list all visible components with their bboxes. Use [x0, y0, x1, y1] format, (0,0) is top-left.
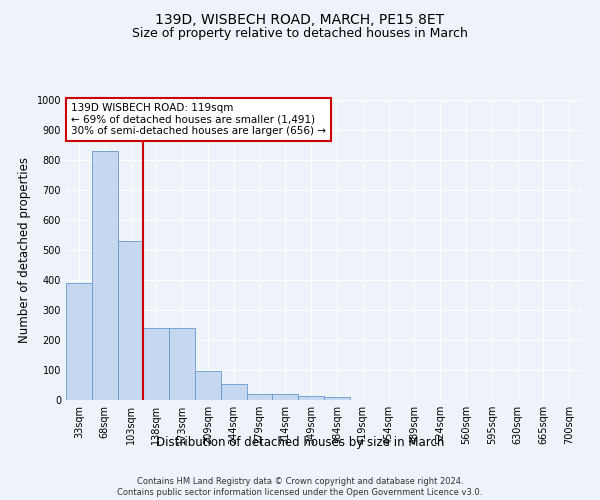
Text: 139D, WISBECH ROAD, MARCH, PE15 8ET: 139D, WISBECH ROAD, MARCH, PE15 8ET — [155, 12, 445, 26]
Bar — [92, 151, 118, 400]
Y-axis label: Number of detached properties: Number of detached properties — [18, 157, 31, 343]
Bar — [272, 394, 298, 400]
Text: Contains HM Land Registry data © Crown copyright and database right 2024.: Contains HM Land Registry data © Crown c… — [137, 476, 463, 486]
Bar — [66, 283, 92, 400]
Bar — [169, 328, 195, 400]
Bar — [247, 394, 272, 400]
Text: Distribution of detached houses by size in March: Distribution of detached houses by size … — [156, 436, 444, 449]
Text: 139D WISBECH ROAD: 119sqm
← 69% of detached houses are smaller (1,491)
30% of se: 139D WISBECH ROAD: 119sqm ← 69% of detac… — [71, 103, 326, 136]
Bar — [118, 241, 143, 400]
Bar — [195, 371, 221, 400]
Bar — [298, 396, 324, 400]
Text: Contains public sector information licensed under the Open Government Licence v3: Contains public sector information licen… — [118, 488, 482, 497]
Bar — [143, 328, 169, 400]
Bar — [221, 384, 247, 400]
Bar — [324, 397, 350, 400]
Text: Size of property relative to detached houses in March: Size of property relative to detached ho… — [132, 28, 468, 40]
